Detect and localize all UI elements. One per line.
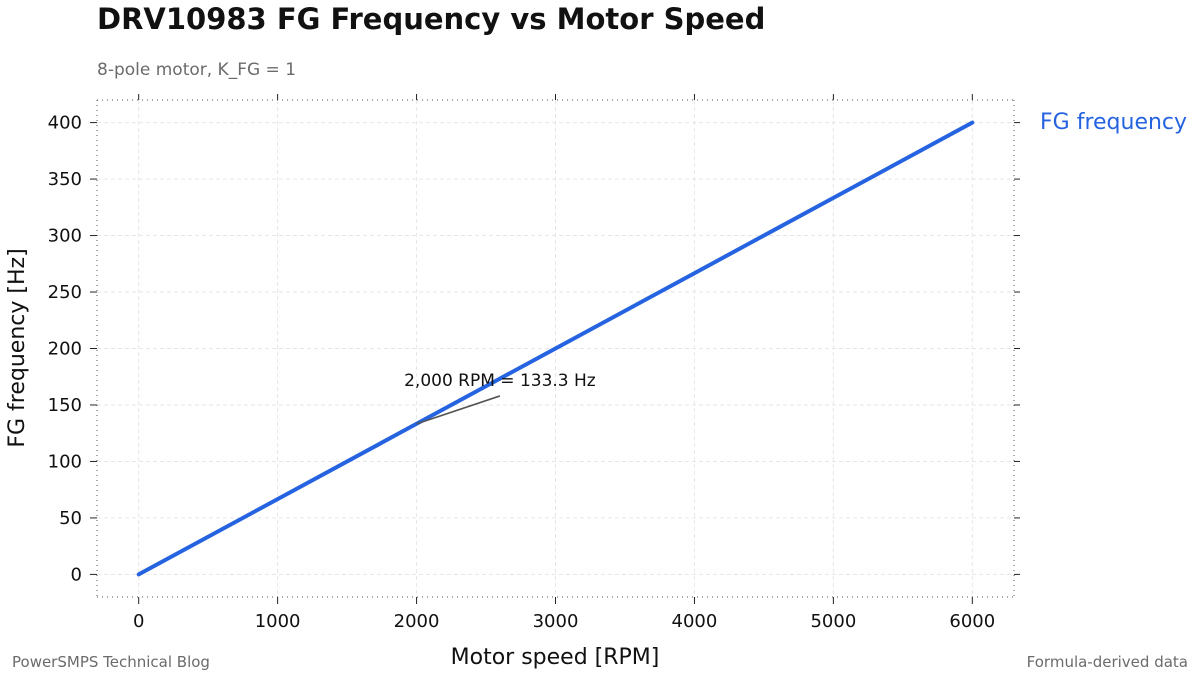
- annotation-leader-line: [416, 395, 501, 425]
- y-tick-label: 300: [48, 226, 82, 247]
- y-tick-label: 100: [48, 451, 82, 472]
- x-tick-label: 6000: [949, 611, 995, 632]
- x-tick-label: 2000: [394, 611, 440, 632]
- chart-subtitle: 8-pole motor, K_FG = 1: [97, 60, 297, 80]
- grid-layer: [97, 100, 1014, 597]
- y-tick-label: 200: [48, 339, 82, 360]
- y-tick-label: 250: [48, 282, 82, 303]
- y-tick-label: 50: [59, 508, 82, 529]
- y-tick-label: 0: [71, 564, 82, 585]
- y-tick-label: 150: [48, 395, 82, 416]
- annotation-layer: 2,000 RPM = 133.3 Hz: [404, 371, 596, 425]
- footer-note: Formula-derived data: [1026, 653, 1188, 671]
- footer-source: PowerSMPS Technical Blog: [12, 653, 210, 671]
- y-axis-label: FG frequency [Hz]: [5, 248, 30, 447]
- axes-layer: 0 1000 2000 3000 4000 5000 6000 0 50 100 150 200 250…: [48, 94, 1020, 632]
- x-tick-label: 3000: [533, 611, 579, 632]
- x-axis-label: Motor speed [RPM]: [451, 645, 660, 670]
- x-tick-label: 0: [133, 611, 144, 632]
- y-tick-label: 350: [48, 169, 82, 190]
- x-tick-label: 4000: [672, 611, 718, 632]
- x-tick-label: 1000: [255, 611, 301, 632]
- chart-title: DRV10983 FG Frequency vs Motor Speed: [97, 2, 766, 36]
- y-tick-label: 400: [48, 113, 82, 134]
- annotation-label: 2,000 RPM = 133.3 Hz: [404, 371, 596, 391]
- x-tick-label: 5000: [810, 611, 856, 632]
- series-line: [136, 120, 975, 577]
- legend-series-label: FG frequency: [1040, 110, 1187, 135]
- series-layer: [136, 120, 975, 577]
